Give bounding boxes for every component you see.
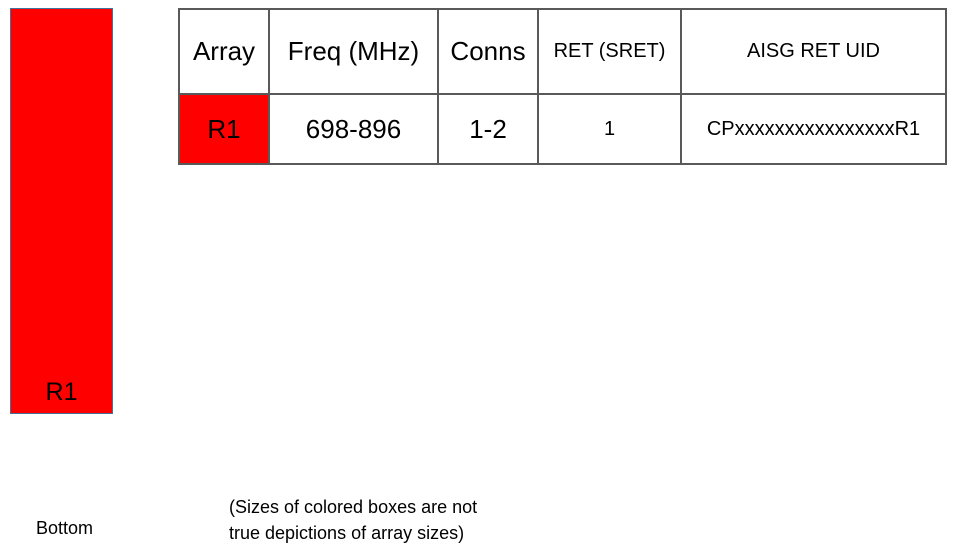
- caption-line-1: (Sizes of colored boxes are not: [229, 497, 478, 517]
- cell-freq: 698-896: [268, 93, 439, 165]
- cell-aisg-ret-uid: CPxxxxxxxxxxxxxxxxR1: [680, 93, 947, 165]
- col-header-aisg-ret-uid: AISG RET UID: [680, 8, 947, 95]
- col-header-freq: Freq (MHz): [268, 8, 439, 95]
- cell-ret-sret: 1: [537, 93, 682, 165]
- array-info-table: Array Freq (MHz) Conns RET (SRET) AISG R…: [178, 8, 947, 165]
- bottom-label: Bottom: [36, 518, 94, 538]
- table-row: R1 698-896 1-2 1 CPxxxxxxxxxxxxxxxxR1: [178, 93, 947, 165]
- antenna-array-box-r1: R1: [10, 8, 113, 414]
- col-header-array: Array: [178, 8, 270, 95]
- array-box-label: R1: [45, 377, 78, 406]
- table-header-row: Array Freq (MHz) Conns RET (SRET) AISG R…: [178, 8, 947, 95]
- size-disclaimer-caption: (Sizes of colored boxes are not true dep…: [229, 494, 477, 546]
- cell-array: R1: [178, 93, 270, 165]
- caption-line-2: true depictions of array sizes): [229, 523, 465, 543]
- col-header-ret-sret: RET (SRET): [537, 8, 682, 95]
- col-header-conns: Conns: [437, 8, 539, 95]
- cell-conns: 1-2: [437, 93, 539, 165]
